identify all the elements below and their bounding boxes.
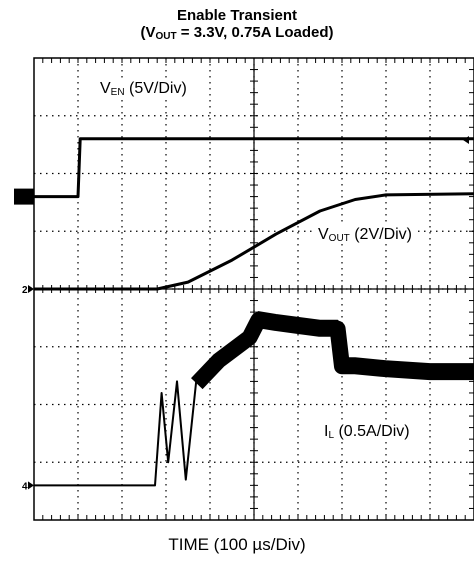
- series-label-il: IL (0.5A/Div): [322, 423, 412, 441]
- chart-title-line1: Enable Transient: [176, 7, 298, 24]
- channel-1-marker: [14, 188, 34, 205]
- trigger-level-icon: [463, 136, 469, 144]
- il-ripple-band: [191, 312, 474, 390]
- plot-traces: [34, 137, 474, 487]
- title-post: = 3.3V, 0.75A Loaded): [176, 24, 334, 41]
- series-line-0: [34, 137, 474, 199]
- series-line-1: [34, 192, 474, 291]
- title-sub: OUT: [155, 31, 177, 42]
- channel-marker-arrow: [28, 481, 34, 490]
- channel-marker-label: 4: [22, 481, 28, 492]
- title-pre: (V: [140, 24, 156, 41]
- series-label-ven: VEN (5V/Div): [98, 80, 189, 98]
- series-label-vout: VOUT (2V/Div): [316, 226, 415, 244]
- x-axis-label: TIME (100 µs/Div): [168, 535, 306, 554]
- channel-marker-label: 2: [22, 285, 28, 296]
- channel-markers: 24: [14, 136, 469, 492]
- chart-title-line2: (VOUT = 3.3V, 0.75A Loaded): [0, 24, 474, 42]
- channel-marker-arrow: [28, 285, 34, 293]
